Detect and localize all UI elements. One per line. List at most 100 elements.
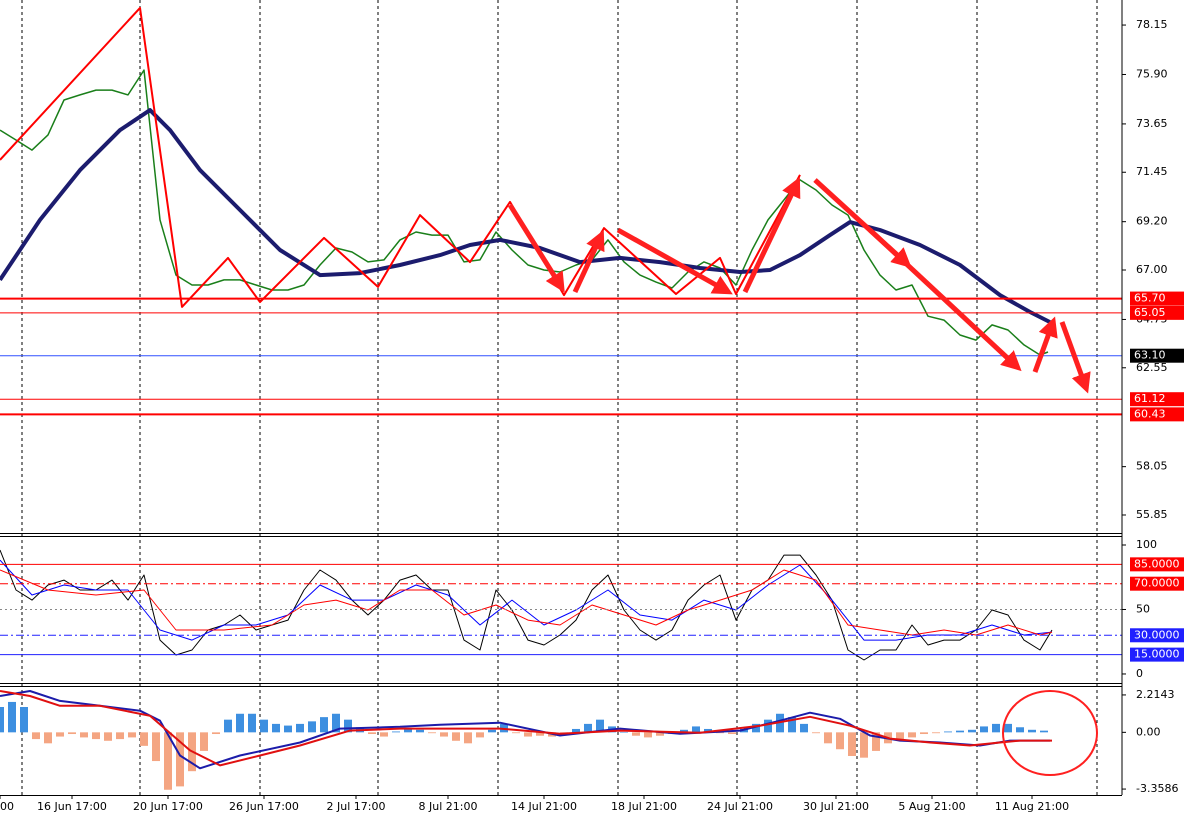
y-tick-label: 58.05 bbox=[1136, 460, 1168, 473]
level-label: 65.70 bbox=[1134, 292, 1166, 305]
histogram-bar bbox=[920, 732, 928, 735]
level-label-box bbox=[1130, 557, 1184, 572]
y-tick-label: 0 bbox=[1136, 667, 1143, 680]
histogram-bar bbox=[20, 706, 28, 733]
level-label-box bbox=[1130, 407, 1184, 422]
panel-frames bbox=[0, 0, 1123, 796]
level-label-box bbox=[1130, 348, 1184, 363]
histogram-bar bbox=[536, 732, 544, 736]
series-line bbox=[0, 569, 1053, 636]
histogram-bar bbox=[428, 732, 436, 734]
histogram-bar bbox=[332, 713, 340, 733]
histogram-bar bbox=[68, 732, 76, 735]
annotations bbox=[507, 176, 1098, 776]
histogram-bar bbox=[584, 723, 592, 733]
histogram-bar bbox=[896, 732, 904, 740]
histogram-bar bbox=[596, 719, 604, 733]
histogram-bar bbox=[740, 728, 748, 733]
histogram-bar bbox=[212, 732, 220, 735]
histogram-bar bbox=[464, 732, 472, 744]
histogram-bar bbox=[956, 730, 964, 733]
y-tick-label: -3.3586 bbox=[1136, 782, 1178, 795]
histogram-bar bbox=[488, 729, 496, 733]
level-label: 60.43 bbox=[1134, 407, 1166, 420]
y-tick-label: 78.15 bbox=[1136, 18, 1168, 31]
histogram-bar bbox=[512, 732, 520, 734]
histogram-bar bbox=[752, 723, 760, 733]
histogram-bar bbox=[872, 732, 880, 751]
histogram-bar bbox=[572, 728, 580, 733]
histogram-bar bbox=[8, 701, 16, 733]
histogram-bar bbox=[236, 713, 244, 733]
histogram-bar bbox=[1028, 729, 1036, 733]
y-tick-label: 67.00 bbox=[1136, 263, 1168, 276]
histogram-bar bbox=[932, 732, 940, 734]
y-tick-label: 75.90 bbox=[1136, 67, 1168, 80]
level-label: 30.0000 bbox=[1134, 628, 1180, 641]
histogram-bar bbox=[248, 713, 256, 733]
y-tick-label: 100 bbox=[1136, 538, 1157, 551]
histogram-bar bbox=[80, 732, 88, 738]
histogram-bar bbox=[1040, 730, 1048, 733]
level-label: 15.0000 bbox=[1134, 648, 1180, 661]
x-tick-label: 16 Jun 17:00 bbox=[37, 800, 107, 813]
series-line bbox=[0, 108, 1051, 324]
level-label: 65.05 bbox=[1134, 306, 1166, 319]
histogram-bar bbox=[908, 732, 916, 738]
arrow bbox=[742, 176, 801, 294]
level-label: 61.12 bbox=[1134, 392, 1166, 405]
histogram-bar bbox=[644, 732, 652, 738]
histogram-bar bbox=[800, 723, 808, 733]
histogram-bar bbox=[716, 732, 724, 734]
histogram-bar bbox=[692, 726, 700, 733]
histogram-bar bbox=[992, 723, 1000, 733]
level-label: 85.0000 bbox=[1134, 557, 1180, 570]
histogram-bar bbox=[176, 732, 184, 787]
highlight-ellipse bbox=[1002, 690, 1098, 776]
histogram-bar bbox=[104, 732, 112, 741]
arrow bbox=[1059, 321, 1091, 394]
y-tick-label: 2.2143 bbox=[1136, 688, 1175, 701]
x-tick-label: 00 bbox=[0, 800, 14, 813]
histogram-bar bbox=[440, 732, 448, 737]
arrow bbox=[1032, 316, 1058, 373]
x-tick-label: 5 Aug 21:00 bbox=[898, 800, 965, 813]
histogram-bar bbox=[116, 732, 124, 740]
histogram-bar bbox=[140, 732, 148, 746]
histogram-bar bbox=[416, 729, 424, 733]
arrow bbox=[507, 203, 565, 293]
histogram-bar bbox=[860, 732, 868, 758]
histogram-bar bbox=[344, 719, 352, 733]
level-label: 63.10 bbox=[1134, 349, 1166, 362]
histogram-bar bbox=[728, 732, 736, 735]
arrow bbox=[616, 227, 733, 295]
histogram-bar bbox=[284, 725, 292, 733]
histogram-bar bbox=[524, 732, 532, 737]
histogram-bar bbox=[128, 732, 136, 738]
histogram-bar bbox=[680, 729, 688, 733]
series-line bbox=[0, 69, 1049, 356]
histogram-bar bbox=[632, 732, 640, 736]
histogram-bar bbox=[1016, 727, 1024, 733]
x-tick-label: 2 Jul 17:00 bbox=[327, 800, 386, 813]
histogram-bar bbox=[980, 726, 988, 733]
histogram-bar bbox=[380, 732, 388, 737]
y-tick-label: 71.45 bbox=[1136, 165, 1168, 178]
histogram-bar bbox=[788, 717, 796, 733]
y-tick-label: 73.65 bbox=[1136, 117, 1168, 130]
x-tick-label: 11 Aug 21:00 bbox=[995, 800, 1069, 813]
histogram-bar bbox=[224, 719, 232, 733]
histogram-bar bbox=[32, 732, 40, 740]
y-tick-label: 69.20 bbox=[1136, 215, 1168, 228]
y-tick-label: 50 bbox=[1136, 602, 1150, 615]
x-tick-label: 26 Jun 17:00 bbox=[229, 800, 299, 813]
level-label-box bbox=[1130, 392, 1184, 407]
histogram-bar bbox=[968, 729, 976, 733]
histogram-bar bbox=[392, 731, 400, 733]
histogram-bar bbox=[0, 706, 4, 733]
level-label-box bbox=[1130, 576, 1184, 591]
histogram-bar bbox=[452, 732, 460, 741]
arrow bbox=[572, 229, 605, 294]
axes: 78.1575.9073.6571.4569.2067.0064.7562.55… bbox=[0, 18, 1184, 813]
